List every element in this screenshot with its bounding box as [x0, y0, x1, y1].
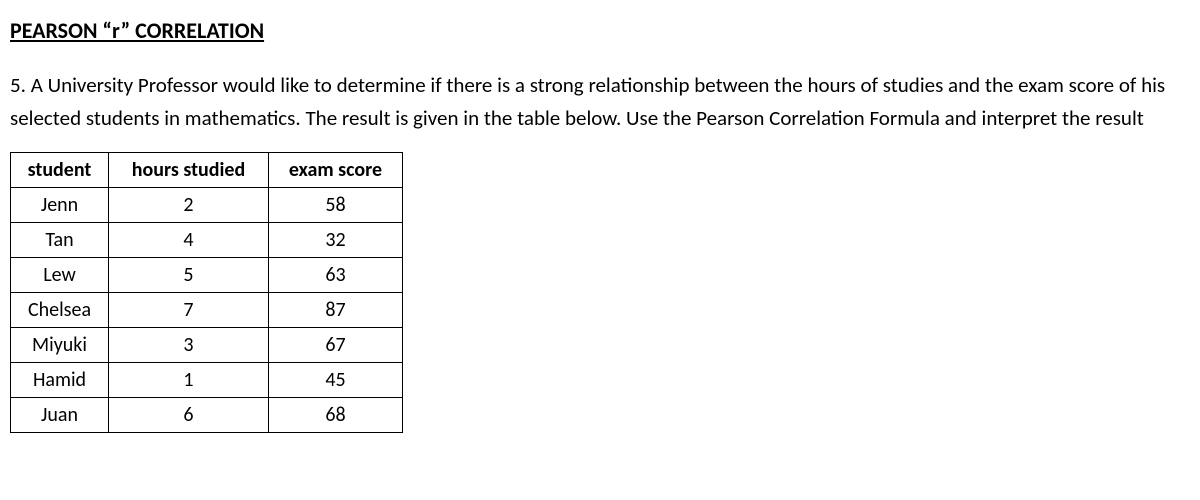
table-header-row: student hours studied exam score: [11, 153, 403, 188]
cell-hours: 1: [109, 363, 269, 398]
table-row: Chelsea 7 87: [11, 293, 403, 328]
cell-student: Jenn: [11, 188, 109, 223]
cell-hours: 2: [109, 188, 269, 223]
cell-hours: 3: [109, 328, 269, 363]
table-row: Juan 6 68: [11, 398, 403, 433]
data-table: student hours studied exam score Jenn 2 …: [10, 152, 403, 433]
cell-score: 58: [269, 188, 403, 223]
col-header-score: exam score: [269, 153, 403, 188]
table-row: Lew 5 63: [11, 258, 403, 293]
problem-statement: 5. A University Professor would like to …: [10, 69, 1190, 134]
cell-student: Hamid: [11, 363, 109, 398]
cell-hours: 6: [109, 398, 269, 433]
cell-score: 67: [269, 328, 403, 363]
cell-student: Miyuki: [11, 328, 109, 363]
cell-student: Lew: [11, 258, 109, 293]
table-row: Hamid 1 45: [11, 363, 403, 398]
cell-score: 45: [269, 363, 403, 398]
cell-score: 63: [269, 258, 403, 293]
cell-hours: 4: [109, 223, 269, 258]
cell-student: Juan: [11, 398, 109, 433]
cell-hours: 7: [109, 293, 269, 328]
page-heading: PEARSON “r” CORRELATION: [10, 14, 1190, 47]
col-header-hours: hours studied: [109, 153, 269, 188]
cell-score: 32: [269, 223, 403, 258]
cell-student: Chelsea: [11, 293, 109, 328]
cell-student: Tan: [11, 223, 109, 258]
cell-score: 87: [269, 293, 403, 328]
table-row: Jenn 2 58: [11, 188, 403, 223]
table-row: Tan 4 32: [11, 223, 403, 258]
table-row: Miyuki 3 67: [11, 328, 403, 363]
cell-hours: 5: [109, 258, 269, 293]
cell-score: 68: [269, 398, 403, 433]
col-header-student: student: [11, 153, 109, 188]
